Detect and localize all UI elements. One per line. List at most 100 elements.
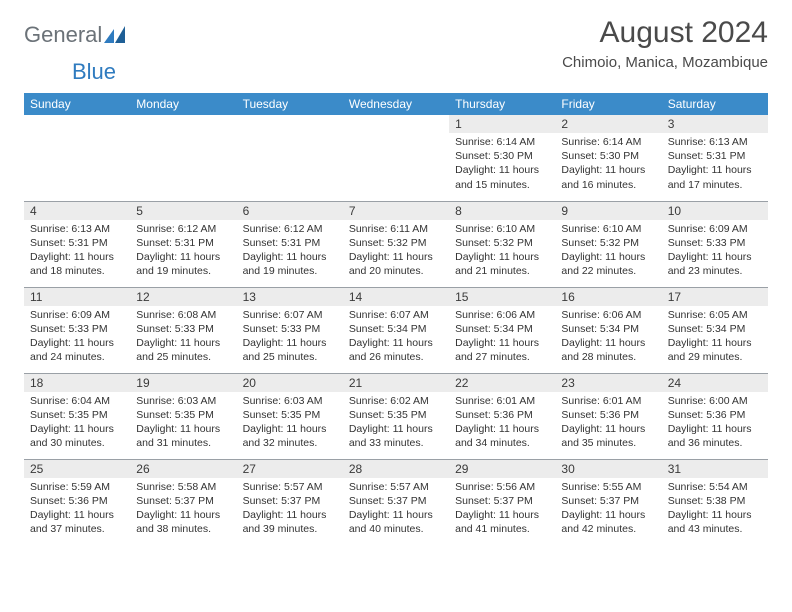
daylight-line: Daylight: 11 hours and 43 minutes. [668,508,762,536]
day-details: Sunrise: 6:03 AMSunset: 5:35 PMDaylight:… [237,392,343,451]
sunset-line: Sunset: 5:32 PM [561,236,655,250]
calendar-week-row: 11Sunrise: 6:09 AMSunset: 5:33 PMDayligh… [24,287,768,373]
day-details: Sunrise: 5:56 AMSunset: 5:37 PMDaylight:… [449,478,555,537]
calendar-day-cell: 16Sunrise: 6:06 AMSunset: 5:34 PMDayligh… [555,287,661,373]
day-number: 7 [343,202,449,220]
sunset-line: Sunset: 5:30 PM [561,149,655,163]
calendar-day-cell [343,115,449,201]
daylight-line: Daylight: 11 hours and 15 minutes. [455,163,549,191]
weekday-header: Wednesday [343,93,449,115]
weekday-header: Sunday [24,93,130,115]
sunset-line: Sunset: 5:36 PM [561,408,655,422]
daylight-line: Daylight: 11 hours and 21 minutes. [455,250,549,278]
sunset-line: Sunset: 5:37 PM [455,494,549,508]
calendar-day-cell: 18Sunrise: 6:04 AMSunset: 5:35 PMDayligh… [24,373,130,459]
calendar-week-row: 25Sunrise: 5:59 AMSunset: 5:36 PMDayligh… [24,459,768,545]
day-details: Sunrise: 6:04 AMSunset: 5:35 PMDaylight:… [24,392,130,451]
day-details: Sunrise: 6:13 AMSunset: 5:31 PMDaylight:… [662,133,768,192]
sunset-line: Sunset: 5:34 PM [455,322,549,336]
sunrise-line: Sunrise: 5:55 AM [561,480,655,494]
daylight-line: Daylight: 11 hours and 36 minutes. [668,422,762,450]
calendar-day-cell: 10Sunrise: 6:09 AMSunset: 5:33 PMDayligh… [662,201,768,287]
brand-sail-icon [104,26,126,44]
calendar-day-cell: 5Sunrise: 6:12 AMSunset: 5:31 PMDaylight… [130,201,236,287]
day-number: 31 [662,460,768,478]
day-details: Sunrise: 5:57 AMSunset: 5:37 PMDaylight:… [237,478,343,537]
sunset-line: Sunset: 5:34 PM [349,322,443,336]
day-number: 22 [449,374,555,392]
day-number: 19 [130,374,236,392]
day-number: 6 [237,202,343,220]
day-number: 24 [662,374,768,392]
day-number: 5 [130,202,236,220]
daylight-line: Daylight: 11 hours and 20 minutes. [349,250,443,278]
sunset-line: Sunset: 5:35 PM [349,408,443,422]
sunrise-line: Sunrise: 6:11 AM [349,222,443,236]
sunset-line: Sunset: 5:35 PM [136,408,230,422]
daylight-line: Daylight: 11 hours and 23 minutes. [668,250,762,278]
calendar-day-cell: 30Sunrise: 5:55 AMSunset: 5:37 PMDayligh… [555,459,661,545]
day-details: Sunrise: 6:12 AMSunset: 5:31 PMDaylight:… [130,220,236,279]
daylight-line: Daylight: 11 hours and 25 minutes. [136,336,230,364]
day-details: Sunrise: 6:10 AMSunset: 5:32 PMDaylight:… [449,220,555,279]
calendar-day-cell: 15Sunrise: 6:06 AMSunset: 5:34 PMDayligh… [449,287,555,373]
sunset-line: Sunset: 5:32 PM [455,236,549,250]
day-details: Sunrise: 6:01 AMSunset: 5:36 PMDaylight:… [449,392,555,451]
sunrise-line: Sunrise: 5:57 AM [349,480,443,494]
calendar-day-cell [24,115,130,201]
sunrise-line: Sunrise: 6:12 AM [136,222,230,236]
day-number: 30 [555,460,661,478]
calendar-week-row: 1Sunrise: 6:14 AMSunset: 5:30 PMDaylight… [24,115,768,201]
sunset-line: Sunset: 5:31 PM [30,236,124,250]
day-number: 27 [237,460,343,478]
brand-text-blue: Blue [72,59,116,84]
day-number: 20 [237,374,343,392]
day-number [130,115,236,133]
daylight-line: Daylight: 11 hours and 27 minutes. [455,336,549,364]
calendar-day-cell: 3Sunrise: 6:13 AMSunset: 5:31 PMDaylight… [662,115,768,201]
daylight-line: Daylight: 11 hours and 30 minutes. [30,422,124,450]
day-number: 8 [449,202,555,220]
daylight-line: Daylight: 11 hours and 29 minutes. [668,336,762,364]
daylight-line: Daylight: 11 hours and 42 minutes. [561,508,655,536]
day-number: 28 [343,460,449,478]
calendar-day-cell: 1Sunrise: 6:14 AMSunset: 5:30 PMDaylight… [449,115,555,201]
calendar-day-cell: 9Sunrise: 6:10 AMSunset: 5:32 PMDaylight… [555,201,661,287]
sunrise-line: Sunrise: 5:54 AM [668,480,762,494]
day-details: Sunrise: 6:07 AMSunset: 5:34 PMDaylight:… [343,306,449,365]
day-details: Sunrise: 6:13 AMSunset: 5:31 PMDaylight:… [24,220,130,279]
day-number: 12 [130,288,236,306]
sunset-line: Sunset: 5:32 PM [349,236,443,250]
calendar-day-cell: 21Sunrise: 6:02 AMSunset: 5:35 PMDayligh… [343,373,449,459]
sunset-line: Sunset: 5:31 PM [668,149,762,163]
daylight-line: Daylight: 11 hours and 26 minutes. [349,336,443,364]
weekday-header: Saturday [662,93,768,115]
daylight-line: Daylight: 11 hours and 41 minutes. [455,508,549,536]
calendar-day-cell: 25Sunrise: 5:59 AMSunset: 5:36 PMDayligh… [24,459,130,545]
day-number: 1 [449,115,555,133]
calendar-day-cell: 4Sunrise: 6:13 AMSunset: 5:31 PMDaylight… [24,201,130,287]
daylight-line: Daylight: 11 hours and 16 minutes. [561,163,655,191]
calendar-day-cell: 6Sunrise: 6:12 AMSunset: 5:31 PMDaylight… [237,201,343,287]
day-details: Sunrise: 6:07 AMSunset: 5:33 PMDaylight:… [237,306,343,365]
daylight-line: Daylight: 11 hours and 33 minutes. [349,422,443,450]
sunrise-line: Sunrise: 6:06 AM [455,308,549,322]
day-number: 11 [24,288,130,306]
calendar-day-cell [237,115,343,201]
day-details: Sunrise: 5:58 AMSunset: 5:37 PMDaylight:… [130,478,236,537]
calendar-week-row: 4Sunrise: 6:13 AMSunset: 5:31 PMDaylight… [24,201,768,287]
sunset-line: Sunset: 5:36 PM [668,408,762,422]
sunset-line: Sunset: 5:35 PM [30,408,124,422]
day-number: 16 [555,288,661,306]
sunrise-line: Sunrise: 6:10 AM [561,222,655,236]
day-number: 23 [555,374,661,392]
sunrise-line: Sunrise: 6:09 AM [30,308,124,322]
calendar-day-cell: 24Sunrise: 6:00 AMSunset: 5:36 PMDayligh… [662,373,768,459]
daylight-line: Daylight: 11 hours and 28 minutes. [561,336,655,364]
calendar-day-cell: 12Sunrise: 6:08 AMSunset: 5:33 PMDayligh… [130,287,236,373]
weekday-header: Monday [130,93,236,115]
daylight-line: Daylight: 11 hours and 39 minutes. [243,508,337,536]
day-number [237,115,343,133]
daylight-line: Daylight: 11 hours and 25 minutes. [243,336,337,364]
day-details: Sunrise: 5:57 AMSunset: 5:37 PMDaylight:… [343,478,449,537]
